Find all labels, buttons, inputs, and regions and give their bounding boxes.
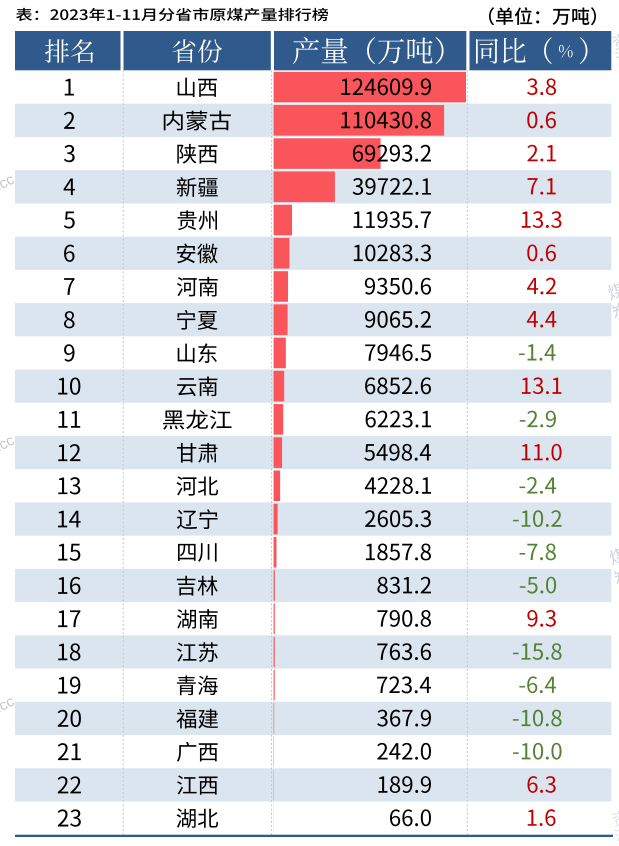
- svg-text:.cc: .cc: [0, 171, 18, 195]
- svg-text:.cc: .cc: [0, 432, 18, 456]
- svg-text:.cc: .cc: [0, 693, 18, 717]
